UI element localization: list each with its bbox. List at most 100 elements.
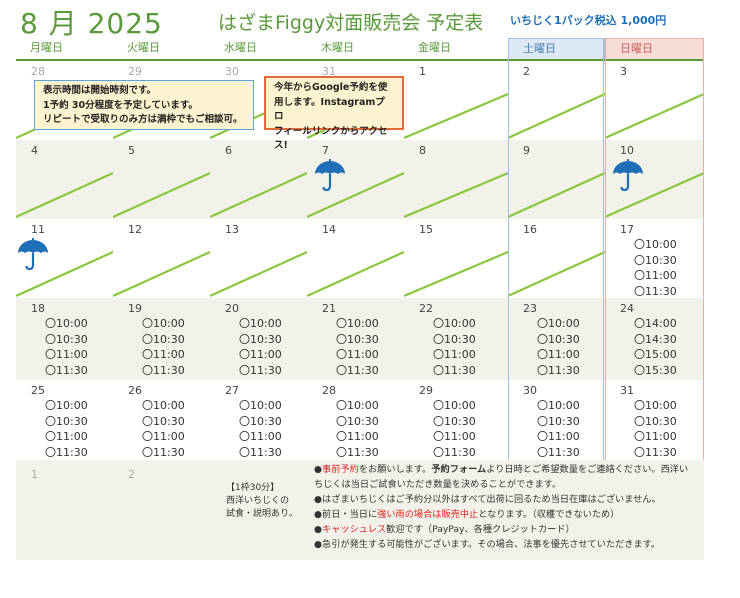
day-number: 7 (322, 144, 329, 157)
time-slot[interactable]: 〇10:30 (336, 414, 379, 428)
calendar-day-cell: 19 〇10:00 〇10:30 〇11:00 〇11:30 (113, 298, 210, 380)
time-slot[interactable]: 〇10:30 (336, 332, 379, 346)
time-slot[interactable]: 〇14:00 (634, 317, 677, 330)
notice-box-hours: 表示時間は開始時刻です。 1予約 30分程度を予定しています。 リピートで受取り… (34, 80, 254, 130)
time-slot[interactable]: 〇10:00 (433, 399, 476, 412)
time-slot[interactable]: 〇10:00 (537, 317, 580, 330)
time-slot-list: 〇10:00 〇10:30 〇11:00 〇11:30 (336, 316, 379, 379)
calendar-day-cell: 26 〇10:00 〇10:30 〇11:00 〇11:30 (113, 380, 210, 460)
time-slot[interactable]: 〇11:30 (239, 446, 282, 460)
time-slot[interactable]: 〇10:00 (142, 399, 185, 412)
closed-diagonal-line (508, 92, 605, 140)
day-number: 19 (128, 302, 142, 315)
time-slot[interactable]: 〇11:00 (336, 348, 379, 362)
calendar-day-cell: 30 〇10:00 〇10:30 〇11:00 〇11:30 (508, 380, 605, 460)
slot-info-line: 【1枠30分】 (226, 483, 280, 493)
notice-line: 1予約 30分程度を予定しています。 (43, 99, 198, 111)
day-number: 31 (322, 65, 336, 78)
time-slot[interactable]: 〇10:00 (634, 399, 677, 412)
time-slot[interactable]: 〇15:30 (634, 364, 677, 378)
time-slot[interactable]: 〇10:00 (239, 399, 282, 412)
day-number: 15 (419, 223, 433, 236)
time-slot[interactable]: 〇11:00 (634, 430, 677, 444)
time-slot[interactable]: 〇11:00 (336, 430, 379, 444)
time-slot[interactable]: 〇10:30 (142, 414, 185, 428)
time-slot[interactable]: 〇11:30 (239, 364, 282, 378)
time-slot[interactable]: 〇11:00 (45, 430, 88, 444)
time-slot[interactable]: 〇10:00 (433, 317, 476, 330)
time-slot-list: 〇10:00 〇10:30 〇11:00 〇11:30 (45, 398, 88, 460)
time-slot[interactable]: 〇10:00 (537, 399, 580, 412)
time-slot[interactable]: 〇10:00 (336, 317, 379, 330)
time-slot[interactable]: 〇11:30 (142, 364, 185, 378)
closed-diagonal-line (16, 250, 113, 298)
header-divider (16, 59, 704, 61)
time-slot[interactable]: 〇11:30 (45, 364, 88, 378)
time-slot[interactable]: 〇11:30 (634, 285, 677, 298)
time-slot[interactable]: 〇10:00 (634, 238, 677, 251)
time-slot[interactable]: 〇10:00 (336, 399, 379, 412)
time-slot[interactable]: 〇11:30 (336, 446, 379, 460)
day-number: 10 (620, 144, 634, 157)
time-slot[interactable]: 〇10:30 (433, 414, 476, 428)
time-slot[interactable]: 〇11:00 (45, 348, 88, 362)
time-slot[interactable]: 〇11:00 (239, 430, 282, 444)
time-slot[interactable]: 〇11:00 (239, 348, 282, 362)
time-slot[interactable]: 〇10:30 (142, 332, 185, 346)
time-slot[interactable]: 〇10:30 (634, 414, 677, 428)
time-slot[interactable]: 〇11:30 (142, 446, 185, 460)
umbrella-icon (313, 159, 347, 197)
calendar-day-cell: 21 〇10:00 〇10:30 〇11:00 〇11:30 (307, 298, 404, 380)
calendar-day-cell: 29 〇10:00 〇10:30 〇11:00 〇11:30 (404, 380, 508, 460)
time-slot[interactable]: 〇10:30 (537, 414, 580, 428)
closed-diagonal-line (113, 171, 210, 219)
time-slot[interactable]: 〇11:30 (634, 446, 677, 460)
time-slot[interactable]: 〇10:30 (45, 414, 88, 428)
time-slot[interactable]: 〇10:30 (634, 253, 677, 267)
time-slot[interactable]: 〇10:00 (142, 317, 185, 330)
time-slot[interactable]: 〇11:00 (433, 430, 476, 444)
time-slot[interactable]: 〇10:30 (239, 332, 282, 346)
time-slot[interactable]: 〇11:30 (45, 446, 88, 460)
time-slot[interactable]: 〇11:30 (537, 446, 580, 460)
time-slot[interactable]: 〇10:30 (537, 332, 580, 346)
time-slot[interactable]: 〇11:30 (537, 364, 580, 378)
calendar-day-cell: 18 〇10:00 〇10:30 〇11:00 〇11:30 (16, 298, 113, 380)
time-slot[interactable]: 〇11:00 (634, 269, 677, 283)
time-slot[interactable]: 〇10:00 (45, 317, 88, 330)
time-slot[interactable]: 〇11:30 (433, 364, 476, 378)
time-slot[interactable]: 〇11:00 (142, 348, 185, 362)
info-text: より日時とご希望数量をご連絡ください。西洋い (486, 464, 689, 475)
info-text: ●急引が発生する可能性がございます。その場合、法事を優先させていただきます。 (314, 539, 661, 550)
time-slot[interactable]: 〇11:30 (433, 446, 476, 460)
closed-diagonal-line (404, 92, 508, 140)
time-slot[interactable]: 〇11:30 (336, 364, 379, 378)
time-slot[interactable]: 〇10:00 (45, 399, 88, 412)
time-slot[interactable]: 〇15:00 (634, 348, 677, 362)
calendar-day-cell: 3 (605, 61, 704, 140)
info-text: 歓迎です（PayPay、各種クレジットカード） (386, 524, 575, 535)
time-slot-list: 〇10:00 〇10:30 〇11:00 〇11:30 (336, 398, 379, 460)
day-number: 1 (419, 65, 426, 78)
day-number: 30 (225, 65, 239, 78)
day-number: 31 (620, 384, 634, 397)
calendar-day-cell: 2 (508, 61, 605, 140)
info-text: 予約フォーム (431, 464, 487, 475)
day-number: 28 (322, 384, 336, 397)
weekday-header: 水曜日 (224, 41, 257, 54)
time-slot[interactable]: 〇10:30 (45, 332, 88, 346)
closed-diagonal-line (307, 250, 404, 298)
time-slot[interactable]: 〇11:00 (537, 348, 580, 362)
time-slot[interactable]: 〇10:30 (433, 332, 476, 346)
time-slot[interactable]: 〇11:00 (433, 348, 476, 362)
time-slot[interactable]: 〇11:00 (142, 430, 185, 444)
time-slot[interactable]: 〇11:00 (537, 430, 580, 444)
calendar-day-cell: 24 〇14:00 〇14:30 〇15:00 〇15:30 (605, 298, 704, 380)
day-number: 27 (225, 384, 239, 397)
calendar-day-cell: 25 〇10:00 〇10:30 〇11:00 〇11:30 (16, 380, 113, 460)
time-slot[interactable]: 〇10:30 (239, 414, 282, 428)
time-slot[interactable]: 〇14:30 (634, 332, 677, 346)
info-text: ● (314, 524, 323, 535)
time-slot[interactable]: 〇10:00 (239, 317, 282, 330)
day-number: 26 (128, 384, 142, 397)
